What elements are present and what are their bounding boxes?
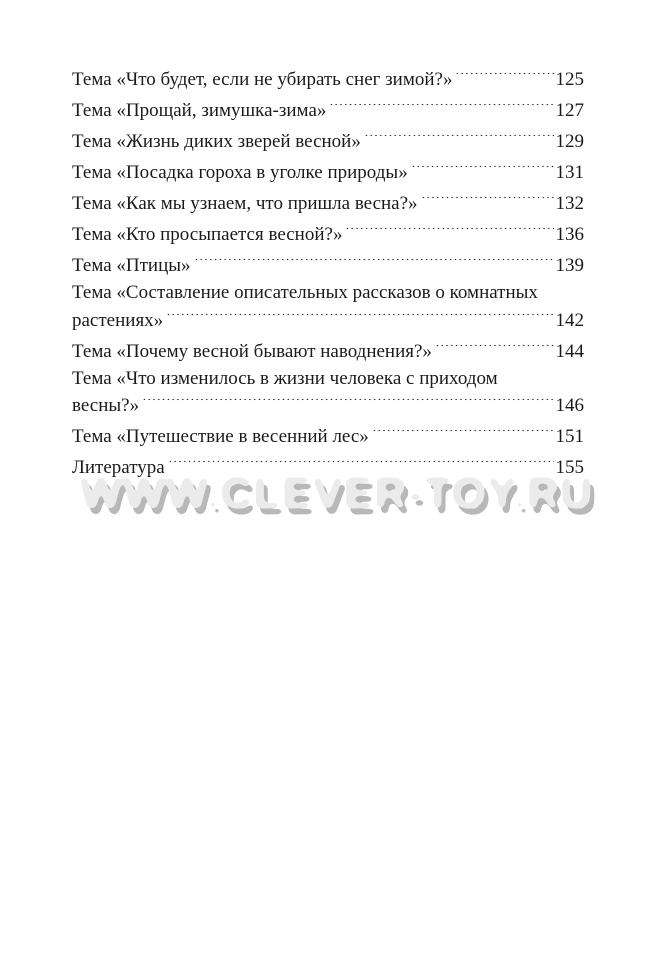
svg-text:WWW.CLEVER-TOY.RU: WWW.CLEVER-TOY.RU: [80, 469, 594, 518]
